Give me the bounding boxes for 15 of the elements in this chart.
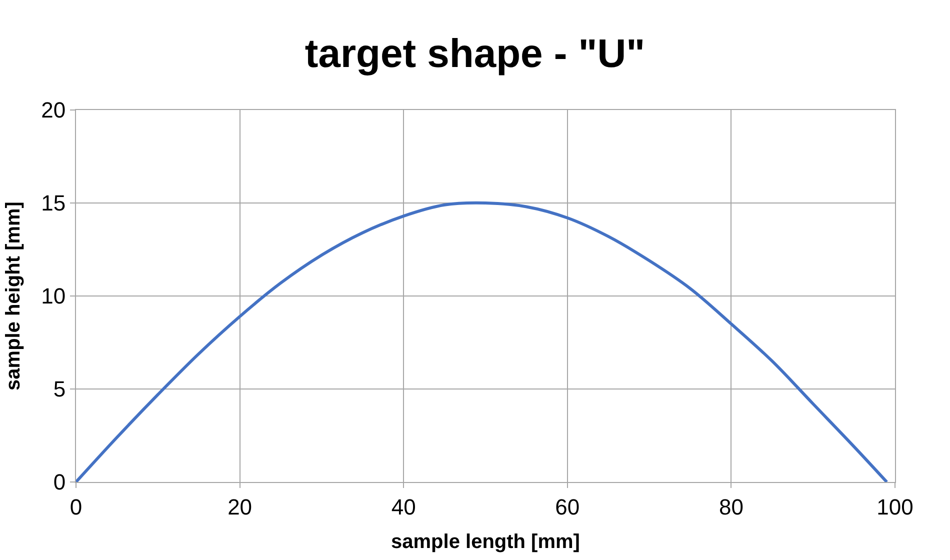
line-series xyxy=(76,201,888,482)
x-axis-title: sample length [mm] xyxy=(391,530,580,553)
x-tick-label: 100 xyxy=(876,494,914,520)
x-tick-label: 20 xyxy=(228,494,252,520)
x-tick-label: 60 xyxy=(555,494,580,520)
x-tick-label: 80 xyxy=(718,494,744,520)
y-tick-label: 0 xyxy=(53,470,66,495)
y-axis-title: sample height [mm] xyxy=(2,202,25,390)
y-tick-label: 5 xyxy=(53,376,66,402)
y-tick-label: 20 xyxy=(41,98,66,123)
x-tick-label: 0 xyxy=(70,494,82,520)
y-tick-label: 15 xyxy=(41,190,66,216)
chart-title: target shape - "U" xyxy=(304,32,646,76)
x-tick-label: 40 xyxy=(391,494,416,520)
y-tick-label: 10 xyxy=(41,284,66,309)
